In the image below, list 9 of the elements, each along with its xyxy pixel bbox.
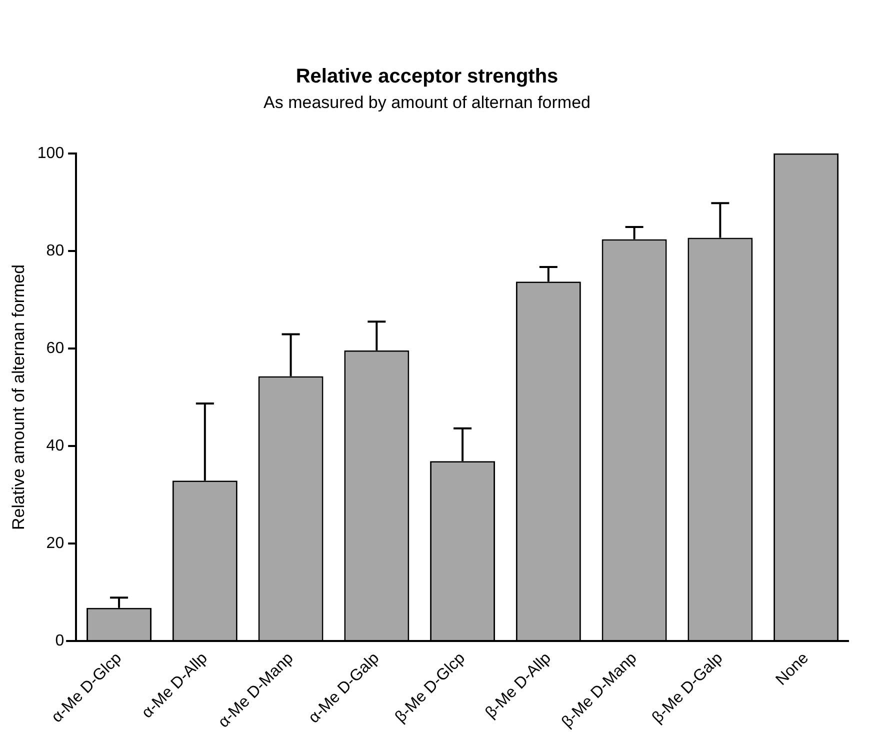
chart-title: Relative acceptor strengths bbox=[296, 66, 558, 88]
y-tick-label: 0 bbox=[55, 632, 64, 650]
y-tick-label: 60 bbox=[46, 340, 64, 357]
y-axis-title: Relative amount of alternan formed bbox=[8, 264, 28, 530]
y-tick-label: 80 bbox=[46, 242, 64, 260]
chart-subtitle: As measured by amount of alternan formed bbox=[264, 92, 590, 112]
y-tick-label: 20 bbox=[46, 534, 64, 552]
y-tick-label: 100 bbox=[37, 144, 64, 162]
y-tick-label: 40 bbox=[46, 437, 64, 454]
